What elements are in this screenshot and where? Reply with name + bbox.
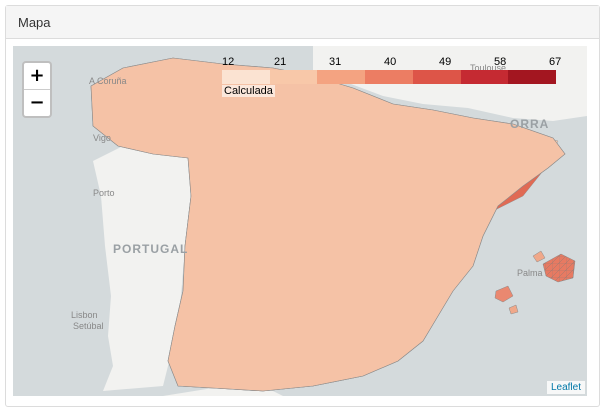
label-porto: Porto	[93, 188, 115, 198]
attribution-link[interactable]: Leaflet	[546, 381, 585, 394]
balearic-islands[interactable]	[494, 250, 576, 315]
label-toulouse: Toulouse	[470, 63, 507, 73]
legend-color-bar	[222, 70, 557, 84]
label-portugal: PORTUGAL	[113, 242, 189, 256]
legend-tick: 12	[222, 56, 235, 68]
legend-tick: 58	[494, 56, 507, 68]
zoom-out-button[interactable]: −	[24, 89, 50, 116]
zoom-control: + −	[22, 61, 52, 118]
label-andorra: ORRA	[510, 117, 550, 131]
portugal-land	[93, 146, 191, 391]
card-title: Mapa	[6, 6, 599, 39]
legend-color-step	[412, 70, 461, 84]
label-a-coruna: A Coruña	[89, 76, 127, 86]
legend-title: Calculada	[222, 85, 275, 97]
legend-tick: 21	[274, 56, 287, 68]
legend-color-step	[222, 70, 270, 84]
zoom-in-button[interactable]: +	[29, 65, 45, 86]
legend-color-step	[365, 70, 413, 84]
legend-tick: 49	[439, 56, 452, 68]
legend-color-step	[317, 70, 366, 84]
legend-tick: 31	[329, 56, 342, 68]
legend-tick: 40	[384, 56, 397, 68]
map-container[interactable]: PORTUGAL ORRA A Coruña Vigo Porto Lisbon…	[13, 46, 587, 396]
map-canvas[interactable]	[13, 46, 587, 396]
legend-color-step	[460, 70, 509, 84]
label-palma: Palma	[517, 268, 543, 278]
legend-ticks: 12 21 31 40 49 58 67	[222, 56, 562, 70]
legend-color-step	[508, 70, 557, 84]
legend-color-step	[269, 70, 318, 84]
legend-tick: 67	[549, 56, 562, 68]
label-setubal: Setúbal	[73, 321, 104, 331]
color-legend: 12 21 31 40 49 58 67 Calculada	[222, 56, 562, 97]
label-lisbon: Lisbon	[71, 310, 98, 320]
label-vigo: Vigo	[93, 133, 111, 143]
